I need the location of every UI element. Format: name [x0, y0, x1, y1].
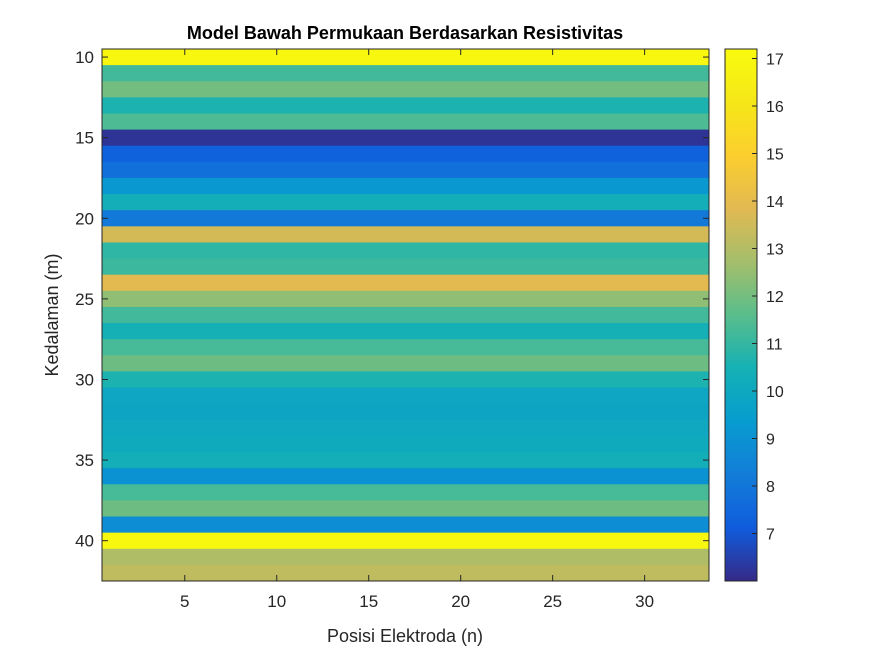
- heatmap-row: [102, 145, 709, 163]
- heatmap-row: [102, 419, 709, 437]
- y-tick-label: 10: [75, 48, 94, 67]
- heatmap-row: [102, 355, 709, 372]
- heatmap-row: [102, 97, 709, 114]
- heatmap-row: [102, 323, 709, 340]
- heatmap-row: [102, 306, 709, 324]
- chart-title: Model Bawah Permukaan Berdasarkan Resist…: [187, 23, 623, 43]
- heatmap-row: [102, 403, 709, 421]
- colorbar-tick-label: 9: [766, 432, 775, 449]
- plot-frame: [101, 48, 710, 582]
- y-tick-label: 15: [75, 129, 94, 148]
- heatmap-row: [102, 371, 709, 388]
- heatmap-row: [102, 500, 709, 517]
- heatmap-row: [102, 129, 709, 147]
- y-tick-label: 30: [75, 370, 94, 389]
- heatmap-row: [102, 49, 709, 66]
- heatmap-row: [102, 113, 709, 131]
- y-axis: 10 15 20 25 30 35 40: [75, 48, 709, 551]
- plot-area: [101, 48, 710, 582]
- heatmap-row: [102, 532, 709, 550]
- y-axis-label: Kedalaman (m): [42, 253, 62, 376]
- x-tick-label: 20: [451, 592, 470, 611]
- heatmap-row: [102, 516, 709, 534]
- y-tick-label: 40: [75, 532, 94, 551]
- heatmap-row: [102, 161, 709, 179]
- colorbar-tick-label: 16: [766, 99, 784, 116]
- colorbar-tick-label: 11: [766, 337, 783, 354]
- heatmap-row: [102, 435, 709, 453]
- heatmap-row: [102, 65, 709, 82]
- colorbar-tick-label: 10: [766, 384, 784, 401]
- colorbar-tick-label: 15: [766, 147, 784, 164]
- heatmap-row: [102, 194, 709, 211]
- heatmap-row: [102, 339, 709, 356]
- heatmap-row: [102, 564, 709, 582]
- colorbar-tick-label: 14: [766, 194, 784, 211]
- x-tick-label: 10: [267, 592, 286, 611]
- colorbar-tick-label: 8: [766, 479, 775, 496]
- x-tick-label: 30: [635, 592, 654, 611]
- heatmap-row: [102, 484, 709, 501]
- heatmap-row: [102, 548, 709, 566]
- heatmap-row: [102, 210, 709, 227]
- x-tick-label: 15: [359, 592, 378, 611]
- heatmap-row: [102, 468, 709, 485]
- heatmap-row: [102, 274, 709, 292]
- heatmap-row: [102, 258, 709, 276]
- colorbar-gradient: [724, 48, 758, 582]
- heatmap-row: [102, 387, 709, 405]
- x-axis: 5 10 15 20 25 30: [180, 49, 654, 611]
- x-tick-label: 5: [180, 592, 189, 611]
- x-tick-label: 25: [543, 592, 562, 611]
- x-axis-label: Posisi Elektroda (n): [327, 626, 483, 646]
- colorbar-tick-label: 7: [766, 527, 775, 544]
- colorbar-tick-label: 17: [766, 52, 784, 69]
- y-tick-label: 35: [75, 451, 94, 470]
- y-tick-label: 20: [75, 209, 94, 228]
- heatmap-row: [102, 177, 709, 195]
- heatmap-row: [102, 242, 709, 259]
- colorbar: 7 8 9 10 11 12 13 14 15 16 17: [724, 48, 784, 582]
- colorbar-tick-label: 12: [766, 289, 784, 306]
- heatmap-row: [102, 290, 709, 308]
- y-tick-label: 25: [75, 290, 94, 309]
- heatmap-row: [102, 452, 709, 469]
- heatmap-row: [102, 226, 709, 243]
- heatmap-row: [102, 81, 709, 98]
- colorbar-tick-label: 13: [766, 242, 784, 259]
